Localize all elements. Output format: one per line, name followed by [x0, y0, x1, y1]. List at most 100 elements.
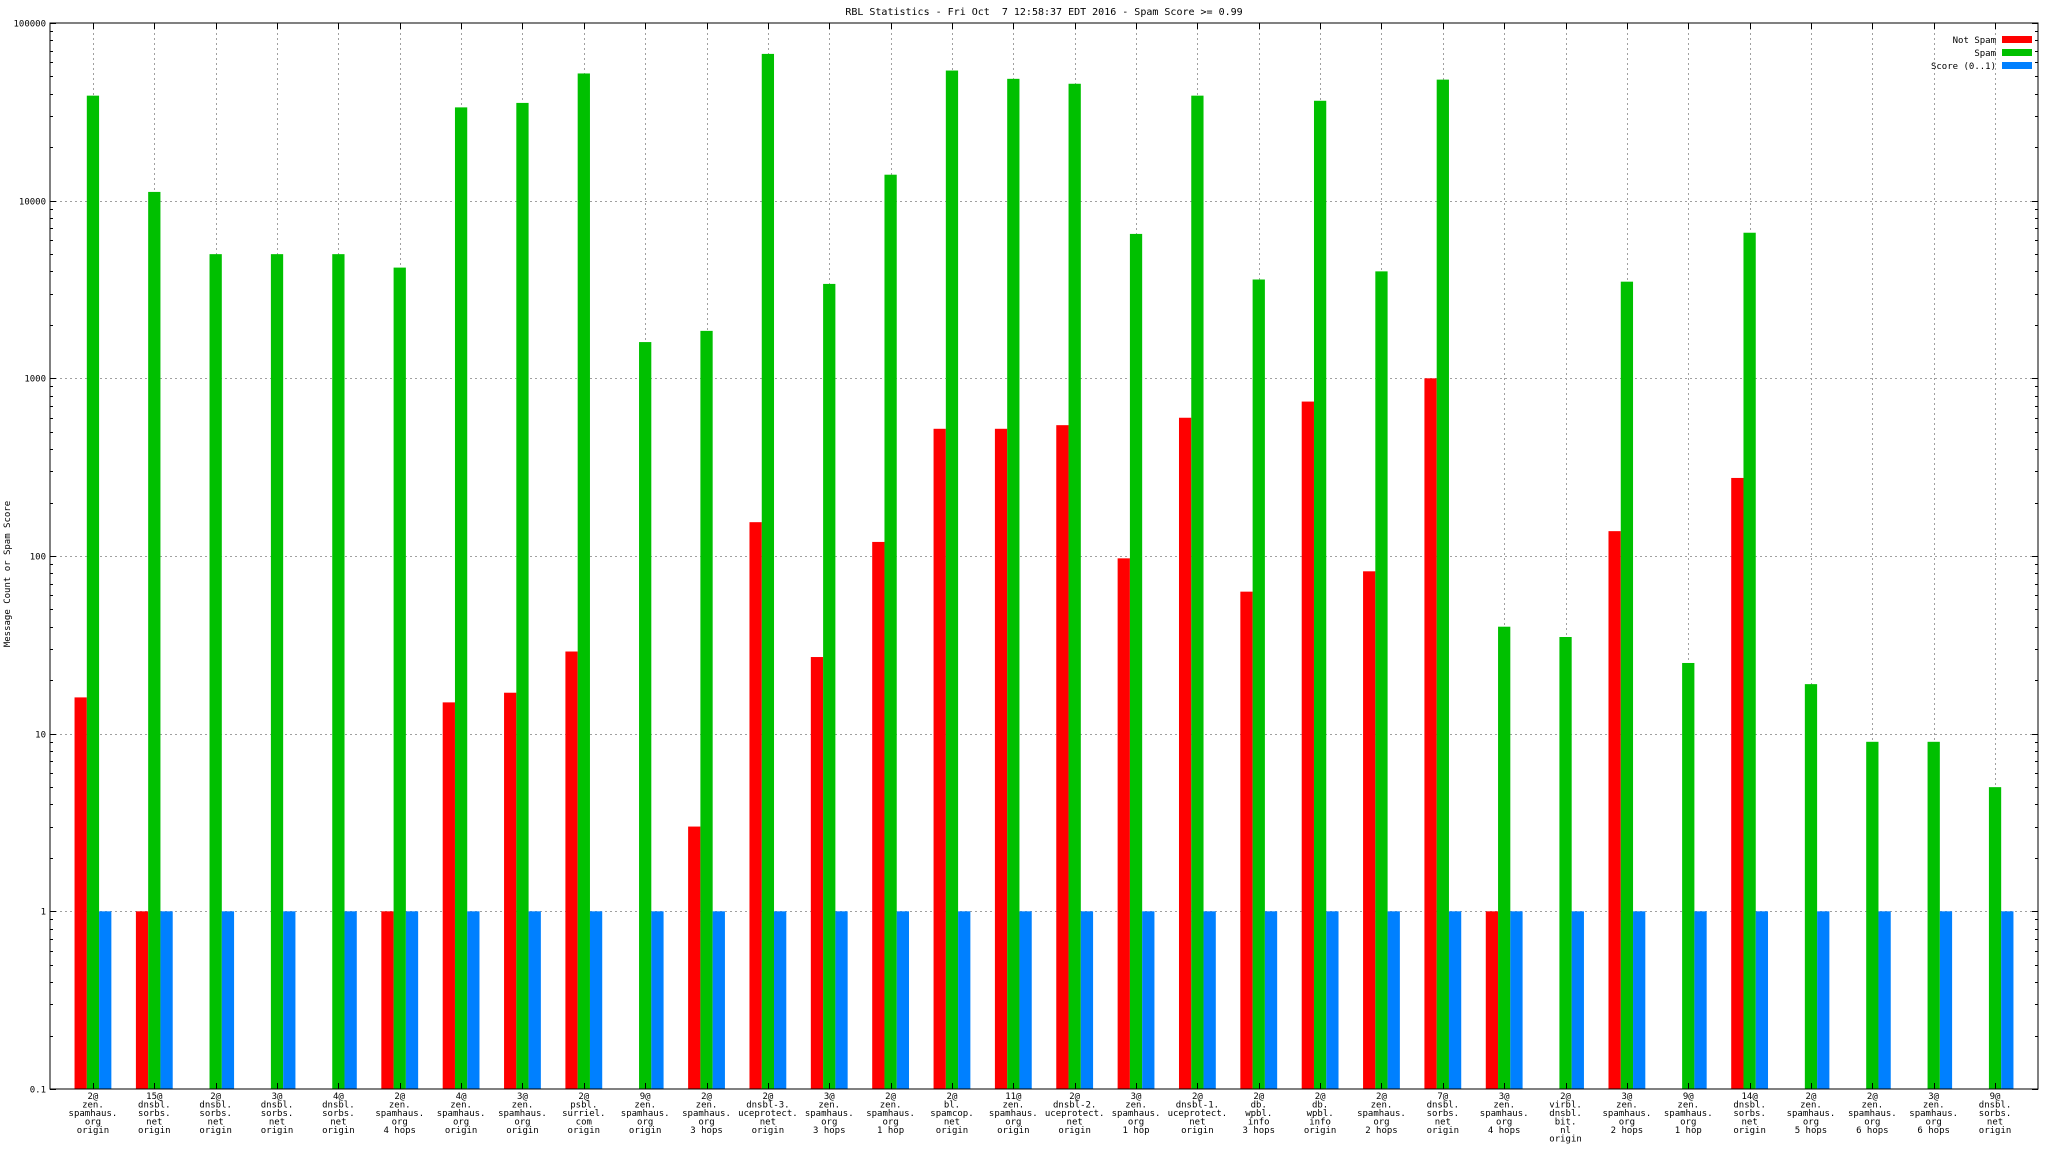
bar-not-spam	[565, 651, 578, 1089]
x-category-label-line: zen.	[389, 1101, 411, 1111]
chart-title: RBL Statistics - Fri Oct 7 12:58:37 EDT …	[845, 7, 1242, 18]
bar-spam	[1988, 787, 2002, 1089]
bar-score	[835, 911, 848, 1089]
x-category-label-line: sorbs.	[138, 1109, 171, 1119]
x-category-label: 2@ dnsbl-2. uceprotect. net origin	[1045, 1092, 1105, 1136]
x-category-label-line: 15@	[146, 1092, 163, 1102]
bar-not-spam	[1178, 417, 1192, 1089]
x-category-label-line: zen.	[1677, 1101, 1699, 1111]
bar-spam	[393, 267, 406, 1090]
bar-score	[160, 911, 173, 1089]
x-category-label: 2@ zen. spamhaus. org 6 hops	[1848, 1092, 1897, 1136]
x-category-label: 2@ dnsbl-3. uceprotect. net origin	[738, 1092, 798, 1136]
bar-score	[896, 911, 910, 1089]
x-category-label: 9@ dnsbl. sorbs. net origin	[1979, 1092, 2012, 1136]
x-category-label-line: origin	[629, 1126, 662, 1136]
bar-not-spam	[749, 522, 762, 1089]
bar-not-spam	[688, 826, 701, 1089]
x-category-label-line: 7@	[1437, 1092, 1448, 1102]
x-category-label: 2@ zen. spamhaus. org 4 hops	[375, 1092, 424, 1136]
x-category-label-line: 5 hops	[1795, 1126, 1828, 1136]
x-category-label-line: org	[1680, 1118, 1696, 1128]
x-category-label-line: origin	[445, 1126, 478, 1136]
bar-spam	[823, 283, 836, 1089]
bar-score	[283, 911, 296, 1089]
x-category-label-line: org	[1005, 1118, 1021, 1128]
x-category-label-line: sorbs.	[1979, 1109, 2012, 1119]
x-category-label-line: org	[1496, 1118, 1512, 1128]
x-category-label-line: spamhaus.	[1664, 1109, 1713, 1119]
x-category-label-line: org	[821, 1118, 837, 1128]
bar-not-spam	[1363, 571, 1376, 1089]
x-category-label: 2@ dnsbl-1. uceprotect. net origin	[1168, 1092, 1228, 1136]
x-category-label-line: spamhaus.	[375, 1109, 424, 1119]
x-category-label-line: 2@	[210, 1092, 221, 1102]
bar-not-spam	[135, 911, 149, 1089]
x-category-label-line: origin	[1427, 1126, 1460, 1136]
bar-spam	[1191, 95, 1204, 1089]
bar-spam	[86, 95, 100, 1089]
x-category-label-line: origin	[1979, 1126, 2012, 1136]
axis-ticks: 0.1 1 10 100 1000 10000 100000	[13, 20, 2038, 1096]
x-category-label-line: 9@	[640, 1092, 651, 1102]
legend-swatch	[2002, 62, 2032, 69]
x-category-label-line: zen.	[634, 1101, 656, 1111]
bar-score	[1571, 911, 1584, 1089]
x-category-label-line: uceprotect.	[738, 1109, 798, 1119]
x-category-label-line: dnsbl.	[322, 1101, 355, 1111]
bar-score	[1080, 911, 1094, 1089]
x-category-label: 3@ zen. spamhaus. org origin	[498, 1092, 547, 1136]
x-category-label-line: 2 hops	[1365, 1126, 1398, 1136]
x-category-label-line: sorbs.	[199, 1109, 232, 1119]
x-category-label-line: sorbs.	[1427, 1109, 1460, 1119]
bar-score	[528, 911, 541, 1089]
x-category-label: 2@ db. wpbl. info origin	[1304, 1092, 1337, 1136]
bar-spam	[332, 254, 345, 1089]
x-category-label-line: db.	[1251, 1101, 1267, 1111]
x-category-label-line: zen.	[1002, 1101, 1024, 1111]
bar-not-spam	[442, 702, 455, 1089]
x-category-label-line: net	[269, 1118, 285, 1128]
x-category-label-line: dnsbl.	[138, 1101, 171, 1111]
x-category-label-line: 14@	[1741, 1092, 1758, 1102]
bar-not-spam	[1424, 378, 1437, 1090]
bar-spam	[639, 342, 652, 1089]
bar-spam	[1682, 662, 1695, 1089]
bar-spam	[1559, 637, 1572, 1089]
x-category-label-line: org	[882, 1118, 898, 1128]
x-category-label-line: bit.	[1555, 1118, 1577, 1128]
x-category-label-line: spamhaus.	[682, 1109, 731, 1119]
x-category-label-line: org	[85, 1118, 101, 1128]
x-category-label-line: org	[1803, 1118, 1819, 1128]
x-category-label-line: db.	[1312, 1101, 1328, 1111]
x-category-label-line: wpbl.	[1245, 1109, 1272, 1119]
x-category-label-line: origin	[506, 1126, 539, 1136]
bar-not-spam	[1301, 401, 1314, 1089]
legend-label: Not Spam	[1953, 36, 1996, 46]
x-category-label-line: dnsbl-1.	[1176, 1101, 1219, 1111]
x-category-label-line: virbl.	[1549, 1101, 1582, 1111]
x-category-label-line: 2@	[1069, 1092, 1080, 1102]
x-category-label: 15@ dnsbl. sorbs. net origin	[138, 1092, 171, 1136]
bar-spam	[1927, 741, 1940, 1089]
x-category-label-line: dnsbl.	[1733, 1101, 1766, 1111]
bar-score	[712, 911, 725, 1089]
bar-spam	[945, 70, 959, 1090]
x-category-label-line: dnsbl.	[1979, 1101, 2012, 1111]
x-category-label: 3@ zen. spamhaus. org 1 hop	[1112, 1092, 1161, 1136]
x-category-label: 2@ zen. spamhaus. org origin	[69, 1092, 118, 1136]
y-tick-label: 10	[35, 731, 46, 741]
bar-not-spam	[74, 697, 87, 1089]
x-category-label-line: 2@	[394, 1092, 405, 1102]
legend-swatch	[2002, 36, 2032, 43]
x-category-label-line: 2@	[88, 1092, 99, 1102]
x-category-label-line: org	[1373, 1118, 1389, 1128]
bar-spam	[1313, 100, 1327, 1089]
x-category-label-line: zen.	[1493, 1101, 1515, 1111]
x-category-label-line: 3@	[824, 1092, 835, 1102]
x-category-label-line: net	[208, 1118, 224, 1128]
x-category-label-line: 2@	[885, 1092, 896, 1102]
x-category-label-line: nl	[1560, 1126, 1571, 1136]
x-category-label-line: 4@	[456, 1092, 467, 1102]
bar-score	[1203, 911, 1216, 1089]
